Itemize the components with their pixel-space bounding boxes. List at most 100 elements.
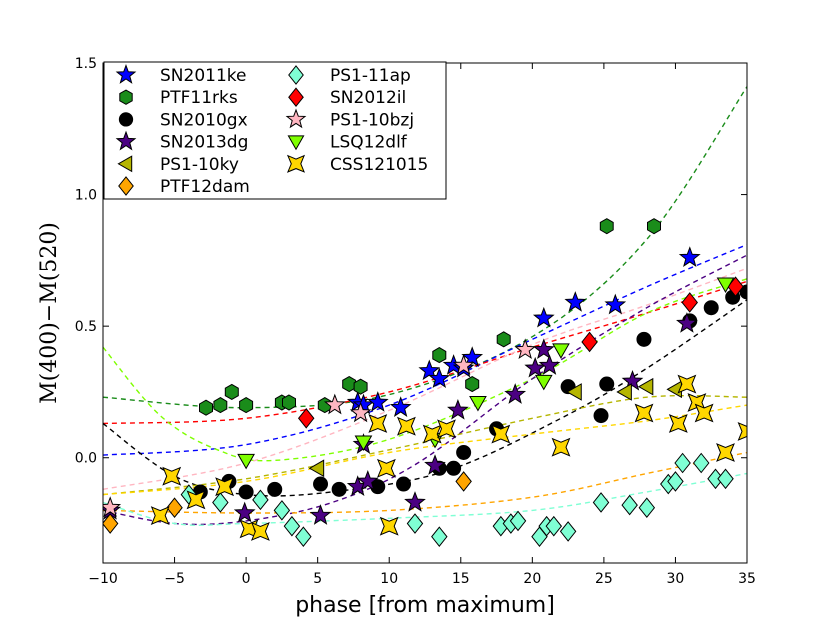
point-ps1-11ap (252, 489, 269, 511)
point-ps1-11ap (283, 515, 301, 537)
point-css121015 (396, 416, 416, 436)
point-ps1-11ap (674, 452, 691, 474)
point-css121015 (551, 437, 571, 457)
point-css121015 (737, 421, 747, 441)
fit-curve-5 (103, 299, 747, 497)
legend-label-ptf11rks: PTF11rks (160, 88, 238, 108)
point-css121015 (694, 403, 714, 423)
point-sn2013dg (447, 398, 469, 420)
point-ps1-10bzj (323, 393, 346, 415)
point-ps1-10ky (616, 383, 632, 401)
point-sn2010gx (267, 481, 283, 497)
y-tick-label: 0.5 (75, 319, 97, 335)
x-tick-label: 35 (738, 571, 756, 587)
fit-curve-9 (103, 451, 747, 514)
point-ps1-10ky (308, 459, 325, 478)
legend-marker-sn2011ke (115, 64, 137, 84)
fit-curve-3 (103, 267, 747, 490)
point-ptf11rks (465, 376, 480, 393)
legend-label-lsq12dlf: LSQ12dlf (330, 133, 408, 153)
point-sn2013dg (309, 504, 332, 525)
point-sn2013dg (538, 354, 561, 375)
point-css121015 (491, 424, 511, 444)
point-lsq12dlf (237, 453, 255, 470)
point-sn2010gx (446, 460, 462, 476)
x-tick-label: 0 (242, 571, 251, 587)
point-ptf11rks (432, 347, 447, 364)
legend-label-sn2012il: SN2012il (330, 88, 406, 108)
point-ptf11rks (224, 383, 239, 400)
point-css121015 (250, 521, 270, 541)
point-sn2010gx (331, 481, 347, 497)
legend-label-ps1-10bzj: PS1-10bzj (330, 110, 414, 130)
point-sn2010gx (396, 476, 412, 492)
point-css121015 (376, 458, 396, 478)
legend-marker-sn2010gx (118, 112, 134, 127)
x-tick-label: −10 (88, 571, 118, 587)
point-sn2010gx (703, 300, 719, 316)
point-sn2013dg (356, 469, 379, 491)
point-sn2013dg (621, 369, 644, 391)
fit-curve-6 (103, 254, 747, 526)
point-ps1-10bzj (103, 496, 122, 517)
point-sn2013dg (504, 383, 527, 404)
point-ps1-11ap (667, 471, 684, 492)
legend-label-ps1-10ky: PS1-10ky (160, 155, 239, 175)
point-css121015 (162, 466, 182, 486)
legend-label-ps1-11ap: PS1-11ap (330, 66, 411, 86)
legend-marker-sn2012il (288, 87, 304, 108)
x-tick-label: 5 (313, 571, 322, 587)
point-sn2010gx (593, 408, 609, 424)
point-sn2011ke (366, 391, 389, 412)
point-sn2013dg (424, 454, 446, 475)
point-sn2011ke (678, 246, 701, 267)
point-lsq12dlf (552, 343, 570, 359)
point-ps1-10bzj (349, 401, 372, 423)
point-css121015 (215, 477, 235, 497)
fit-curve-4 (103, 278, 747, 462)
point-sn2011ke (418, 359, 441, 381)
x-tick-label: 15 (452, 571, 470, 587)
point-ps1-11ap (295, 526, 312, 547)
point-ptf11rks (213, 397, 228, 414)
y-tick-label: 1.0 (75, 188, 97, 204)
point-ptf11rks (353, 378, 368, 395)
point-sn2010gx (238, 484, 254, 500)
point-ps1-11ap (717, 468, 734, 490)
point-ptf12dam (166, 497, 183, 519)
legend-label-ptf12dam: PTF12dam (160, 177, 250, 197)
point-css121015 (634, 403, 654, 423)
point-sn2011ke (389, 396, 412, 417)
point-ps1-11ap (545, 515, 563, 537)
point-ptf12dam (455, 471, 472, 492)
legend-marker-ps1-10ky (117, 155, 133, 173)
x-tick-label: 25 (595, 571, 613, 587)
point-ps1-11ap (509, 510, 527, 532)
point-ptf11rks (342, 376, 357, 393)
point-css121015 (437, 419, 456, 439)
x-tick-label: 20 (523, 571, 541, 587)
point-ps1-11ap (273, 500, 291, 521)
point-sn2013dg (532, 338, 555, 360)
fit-curve-2 (103, 280, 747, 425)
x-tick-label: −5 (164, 571, 185, 587)
point-ps1-10ky (637, 377, 654, 396)
point-sn2013dg (676, 312, 698, 333)
point-sn2012il (297, 407, 315, 429)
point-css121015 (379, 516, 399, 536)
point-ps1-10bzj (452, 354, 475, 375)
point-sn2013dg (233, 501, 256, 523)
point-ps1-10bzj (514, 338, 537, 360)
point-ps1-11ap (559, 521, 577, 542)
legend-marker-sn2013dg (115, 130, 137, 151)
data-points (103, 218, 747, 547)
point-css121015 (716, 443, 735, 462)
point-sn2011ke (461, 346, 484, 367)
legend-label-sn2011ke: SN2011ke (160, 66, 246, 86)
point-css121015 (668, 414, 688, 433)
point-sn2011ke (532, 306, 555, 328)
point-sn2010gx (456, 444, 472, 460)
point-css121015 (677, 374, 697, 394)
